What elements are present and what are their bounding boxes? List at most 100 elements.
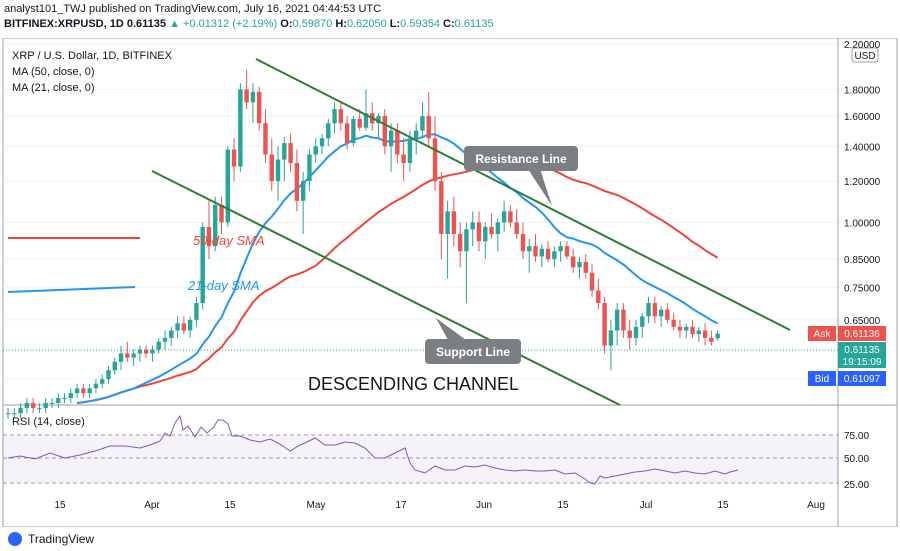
candle-body: [489, 226, 494, 234]
candle-body: [420, 116, 425, 131]
ask-value: 0.61136: [844, 329, 880, 340]
candle-body: [646, 303, 651, 317]
last-price-badge: [838, 342, 886, 368]
last-price-value: 0.61135: [844, 345, 880, 356]
tradingview-logo-icon[interactable]: [8, 532, 22, 546]
symbol: BITFINEX:XRPUSD, 1D: [4, 18, 124, 30]
time-tick: Jul: [640, 500, 653, 511]
price-tick: 0.85000: [844, 255, 881, 266]
candle-body: [18, 408, 23, 414]
candle-body: [150, 349, 155, 354]
chart-header: analyst101_TWJ published on TradingView.…: [4, 2, 896, 32]
candle-body: [527, 246, 532, 252]
bar-countdown: 19:15:09: [843, 357, 882, 368]
candle-body: [30, 402, 36, 409]
ma50-line: [76, 161, 719, 404]
candle-body: [87, 388, 92, 394]
candle-body: [690, 326, 695, 335]
candle-body: [658, 309, 664, 317]
time-tick: 15: [54, 500, 66, 511]
time-tick: Aug: [807, 500, 825, 511]
candle-body: [43, 402, 48, 409]
candle-body: [263, 123, 268, 155]
candle-body: [250, 91, 256, 103]
time-tick: 17: [395, 500, 407, 511]
candle-body: [414, 130, 419, 139]
candle-body: [81, 388, 86, 394]
candle-body: [112, 361, 117, 371]
candle-body: [213, 204, 218, 247]
rsi-tick: 25.00: [844, 480, 869, 491]
ohlc-close: C:0.61135: [443, 18, 494, 30]
candle-body: [326, 123, 331, 139]
rsi-tick: 75.00: [844, 431, 869, 442]
candle-body: [307, 154, 312, 182]
chart-frame[interactable]: Resistance Line Support Line DESCENDING …: [0, 38, 900, 527]
candle-body: [395, 130, 400, 155]
candle-body: [495, 222, 501, 234]
candle-body: [194, 303, 199, 320]
candle-body: [357, 118, 362, 128]
price-tick: 1.00000: [844, 218, 881, 229]
candle-body: [56, 398, 61, 403]
candle-body: [445, 211, 450, 234]
candle-body: [426, 116, 431, 139]
candle-body: [257, 91, 262, 124]
candle-body: [439, 181, 444, 234]
brand-name[interactable]: TradingView: [28, 532, 95, 546]
candle-body: [137, 349, 143, 354]
candle-body: [376, 116, 381, 124]
candle-body: [665, 309, 670, 320]
price-change: ▲ +0.01312 (+2.19%): [169, 18, 278, 30]
price-tick: 1.60000: [844, 112, 881, 123]
candle-body: [483, 226, 488, 242]
last-price: 0.61135: [126, 18, 167, 30]
rsi-tick: 50.00: [844, 454, 869, 465]
candle-body: [715, 333, 720, 339]
candle-body: [269, 154, 274, 182]
candle-body: [614, 309, 620, 331]
candle-body: [338, 109, 344, 124]
candle-body: [74, 388, 80, 394]
ohlc-high: H:0.62050: [335, 18, 387, 30]
candle-body: [401, 154, 406, 164]
candle-body: [225, 149, 230, 223]
price-tick: 0.75000: [844, 283, 881, 294]
candle-body: [131, 353, 136, 358]
legend-ma50: MA (50, close, 0): [12, 66, 95, 78]
publish-info: analyst101_TWJ published on TradingView.…: [4, 3, 382, 15]
candle-body: [363, 113, 369, 128]
candle-body: [388, 130, 394, 147]
candle-body: [294, 163, 300, 201]
ask-badge-label: Ask: [814, 329, 832, 340]
time-axis[interactable]: 15 Apr 15 May 17 Jun 15 Jul 15 Aug: [54, 500, 824, 511]
time-tick: Apr: [144, 500, 160, 511]
candle-body: [407, 138, 413, 164]
candle-body: [288, 143, 293, 164]
channel-label: DESCENDING CHANNEL: [308, 374, 519, 394]
bid-badge-label: Bid: [815, 374, 829, 385]
resistance-callout-pointer: [528, 169, 552, 206]
candle-body: [520, 233, 526, 252]
candle-body: [62, 398, 67, 399]
candle-body: [476, 222, 482, 242]
price-tick: 1.20000: [844, 177, 881, 188]
candle-body: [621, 309, 626, 331]
time-tick: 15: [557, 500, 569, 511]
time-tick: 15: [717, 500, 729, 511]
candle-body: [583, 261, 588, 273]
time-tick: Jun: [476, 500, 492, 511]
candle-body: [539, 248, 544, 257]
support-trendline[interactable]: [151, 170, 621, 406]
support-label: Support Line: [436, 345, 510, 359]
legend-ma21: MA (21, close, 0): [12, 82, 95, 94]
ask-badge: [838, 326, 886, 341]
candle-body: [282, 143, 287, 160]
candle-body: [231, 149, 237, 167]
candle-body: [552, 251, 557, 260]
resistance-trendline[interactable]: [255, 58, 791, 331]
candle-body: [464, 229, 469, 252]
candle-body: [37, 408, 42, 410]
rsi-pane[interactable]: RSI (14, close) 75.00 50.00 25.00: [3, 414, 869, 491]
candle-body: [564, 246, 570, 257]
